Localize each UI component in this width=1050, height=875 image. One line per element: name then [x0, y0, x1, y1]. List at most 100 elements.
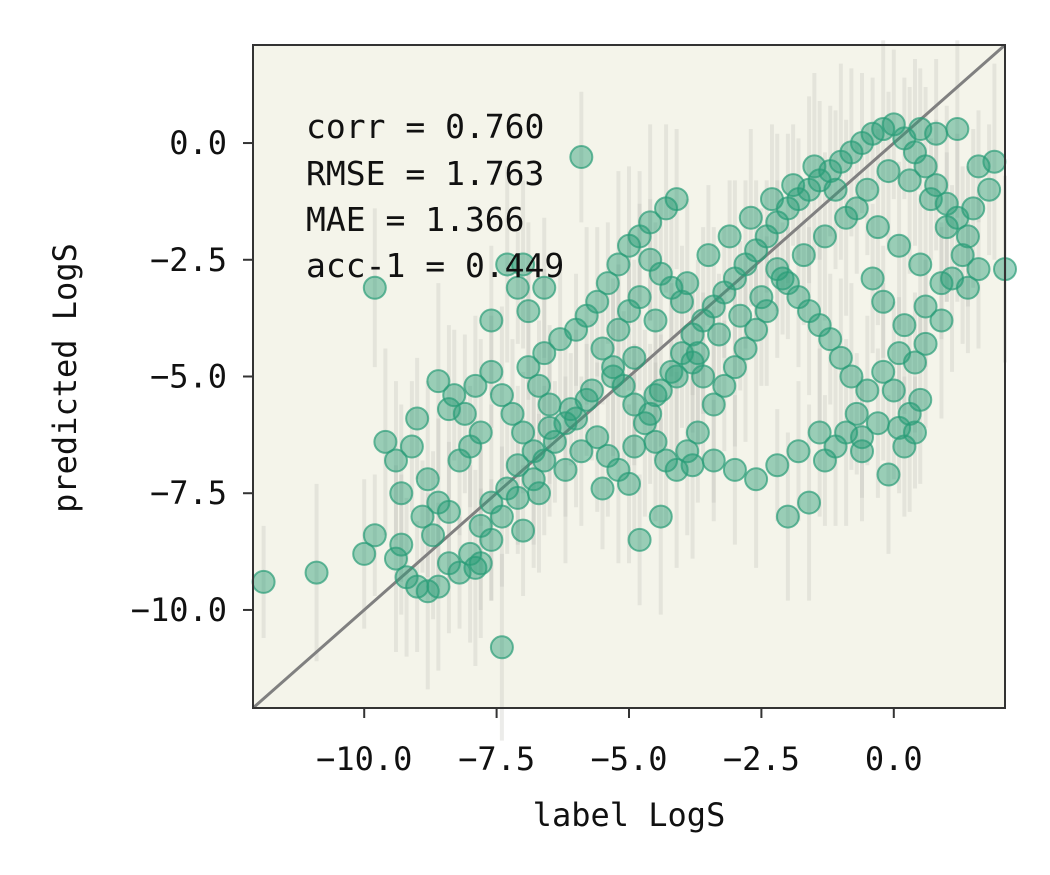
data-point [797, 490, 822, 515]
data-point [945, 117, 970, 142]
data-point [924, 173, 949, 198]
data-point [855, 177, 880, 202]
data-point [468, 513, 493, 538]
data-point [680, 453, 705, 478]
data-point [685, 341, 710, 366]
data-point [887, 341, 912, 366]
data-point [812, 224, 837, 249]
data-point [759, 187, 784, 212]
data-point [505, 485, 530, 510]
data-point [701, 448, 726, 473]
data-point [362, 523, 387, 548]
data-point [977, 177, 1002, 202]
data-point [389, 481, 414, 506]
data-point [812, 448, 837, 473]
data-point [606, 317, 631, 342]
y-tick-label: −7.5 [150, 474, 227, 512]
data-point [622, 345, 647, 370]
data-point [638, 401, 663, 426]
data-point [791, 243, 816, 268]
data-point [966, 257, 991, 282]
stats-box: corr = 0.760 RMSE = 1.763 MAE = 1.366 ac… [306, 107, 564, 285]
x-tick-label: −10.0 [316, 740, 412, 778]
data-point [712, 373, 737, 398]
data-point [744, 467, 769, 492]
data-point [749, 285, 774, 310]
y-tick-label: 0.0 [169, 124, 227, 162]
axis-ticks: −10.0 −7.5 −5.0 −2.5 0.0 −10.0 −7.5 −5.0 −2.5 0.0 [131, 124, 923, 778]
data-point [929, 308, 954, 333]
data-point [675, 439, 700, 464]
data-point [908, 117, 933, 142]
data-point [532, 275, 557, 300]
data-point [352, 541, 377, 566]
data-point [876, 462, 901, 487]
data-point [913, 154, 938, 179]
data-point [436, 397, 461, 422]
data-point [426, 574, 451, 599]
y-tick-label: −2.5 [150, 241, 227, 279]
data-point [463, 373, 488, 398]
data-point [940, 266, 965, 291]
data-point [590, 476, 615, 501]
data-point [569, 145, 594, 170]
data-point [421, 523, 446, 548]
data-point [950, 243, 975, 268]
data-point [505, 453, 530, 478]
data-point [865, 215, 890, 240]
y-axis-label: predicted LogS [46, 243, 84, 513]
data-point [648, 504, 673, 529]
data-point [982, 149, 1007, 174]
data-point [526, 481, 551, 506]
data-point [526, 373, 551, 398]
data-point [781, 173, 806, 198]
data-point [595, 271, 620, 296]
data-point [511, 252, 536, 277]
data-point [786, 439, 811, 464]
data-point [701, 392, 726, 417]
data-point [876, 159, 901, 184]
data-point [823, 177, 848, 202]
data-point [463, 555, 488, 580]
data-point [410, 504, 435, 529]
data-point [373, 429, 398, 454]
data-point [865, 411, 890, 436]
data-point [855, 378, 880, 403]
data-point [828, 345, 853, 370]
data-point [871, 289, 896, 314]
data-point [622, 434, 647, 459]
data-point [442, 383, 467, 408]
y-tick-label: −10.0 [131, 591, 227, 629]
data-point [415, 467, 440, 492]
data-point [537, 415, 562, 440]
data-point [643, 383, 668, 408]
data-point [627, 527, 652, 552]
data-point [850, 439, 875, 464]
data-point [844, 401, 869, 426]
data-point [383, 448, 408, 473]
data-point [532, 341, 557, 366]
data-point [728, 303, 753, 328]
data-point [638, 210, 663, 235]
errorbar-layer [261, 40, 1007, 741]
data-point [722, 457, 747, 482]
data-point [664, 364, 689, 389]
data-point [913, 331, 938, 356]
stat-corr: corr = 0.760 [306, 107, 544, 146]
data-point [405, 406, 430, 431]
data-point [553, 457, 578, 482]
data-point [436, 499, 461, 524]
data-point [934, 215, 959, 240]
data-point [839, 364, 864, 389]
data-point [521, 467, 546, 492]
data-point [765, 453, 790, 478]
data-point [754, 299, 779, 324]
data-point [717, 224, 742, 249]
x-tick-label: −5.0 [590, 740, 667, 778]
data-point [500, 401, 525, 426]
data-point [579, 378, 604, 403]
data-point [744, 317, 769, 342]
data-point [887, 233, 912, 258]
data-point [558, 397, 583, 422]
data-point [489, 504, 514, 529]
